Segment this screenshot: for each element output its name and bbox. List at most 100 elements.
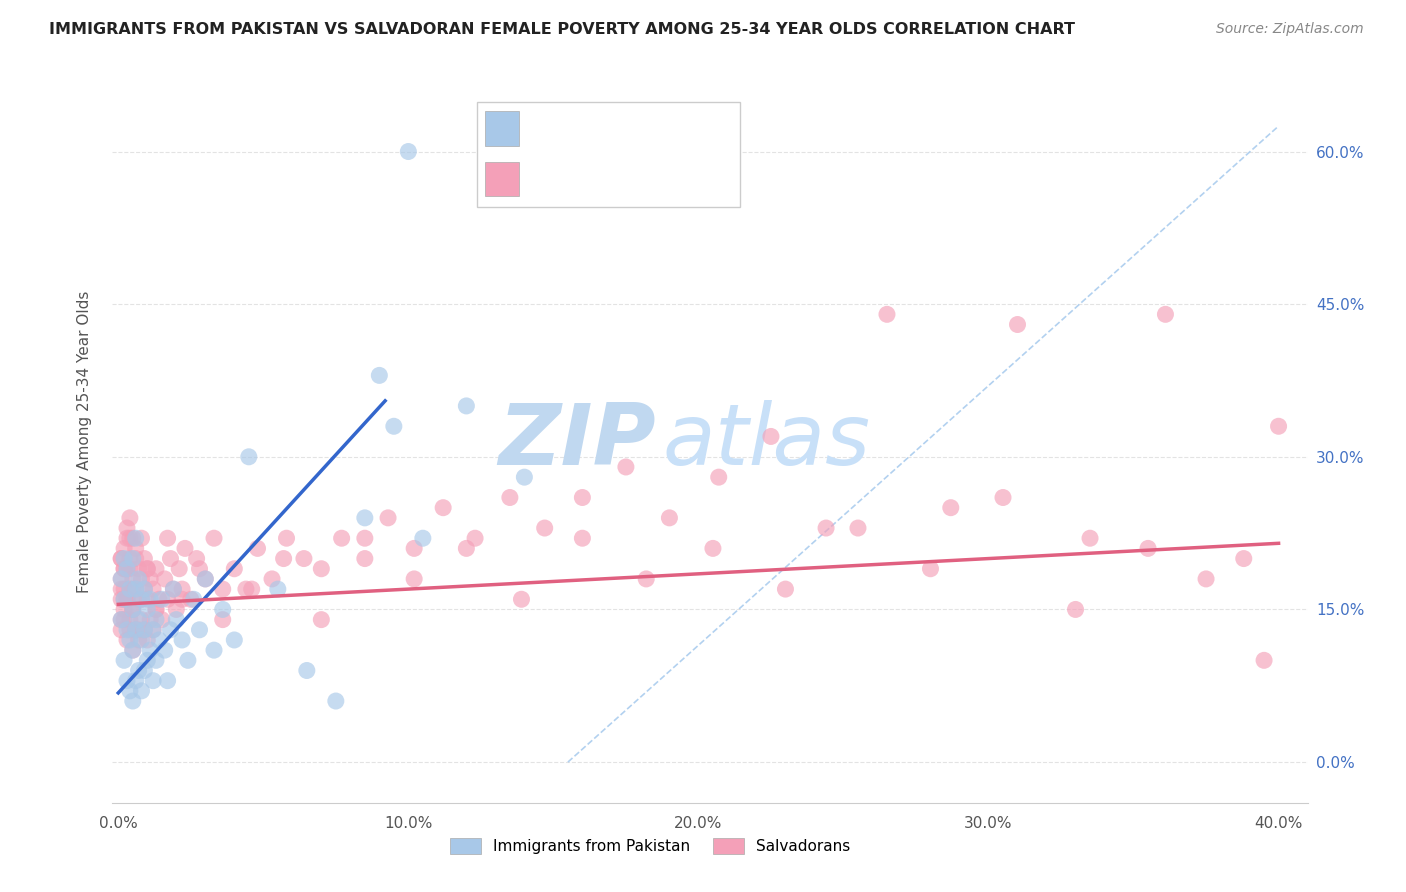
Point	[636, 572, 658, 586]
Point	[396, 145, 419, 159]
Point	[159, 551, 181, 566]
Point	[295, 664, 318, 678]
Point	[513, 470, 536, 484]
Point	[142, 623, 165, 637]
Point	[118, 613, 141, 627]
Y-axis label: Female Poverty Among 25-34 Year Olds: Female Poverty Among 25-34 Year Olds	[77, 291, 91, 592]
Point	[614, 460, 637, 475]
Text: Source: ZipAtlas.com: Source: ZipAtlas.com	[1216, 22, 1364, 37]
Point	[224, 562, 246, 576]
Point	[125, 582, 148, 596]
Point	[991, 491, 1014, 505]
Point	[456, 399, 478, 413]
Point	[156, 592, 179, 607]
Point	[139, 643, 162, 657]
Point	[920, 562, 942, 576]
Point	[142, 582, 165, 596]
Point	[118, 531, 141, 545]
Point	[131, 592, 153, 607]
Point	[353, 551, 375, 566]
Point	[131, 572, 153, 586]
Point	[404, 541, 426, 556]
Point	[432, 500, 454, 515]
Point	[136, 562, 159, 576]
Point	[177, 653, 200, 667]
Point	[112, 613, 135, 627]
Point	[145, 602, 167, 616]
Point	[368, 368, 391, 383]
Point	[876, 307, 898, 321]
Point	[121, 602, 143, 616]
Point	[115, 592, 138, 607]
Point	[115, 562, 138, 576]
Point	[707, 470, 730, 484]
Point	[153, 572, 176, 586]
Point	[1137, 541, 1160, 556]
Point	[121, 572, 143, 586]
Point	[194, 572, 217, 586]
Point	[153, 643, 176, 657]
Point	[1267, 419, 1289, 434]
Point	[115, 562, 138, 576]
Point	[125, 623, 148, 637]
Point	[377, 511, 399, 525]
Point	[131, 613, 153, 627]
Point	[292, 551, 315, 566]
Point	[125, 551, 148, 566]
Point	[118, 623, 141, 637]
Point	[276, 531, 298, 545]
Point	[136, 592, 159, 607]
Point	[125, 531, 148, 545]
Point	[142, 673, 165, 688]
Point	[148, 592, 170, 607]
Point	[121, 551, 143, 566]
Point	[118, 684, 141, 698]
Point	[174, 541, 197, 556]
Text: IMMIGRANTS FROM PAKISTAN VS SALVADORAN FEMALE POVERTY AMONG 25-34 YEAR OLDS CORR: IMMIGRANTS FROM PAKISTAN VS SALVADORAN F…	[49, 22, 1076, 37]
Point	[759, 429, 782, 443]
Point	[112, 582, 135, 596]
Point	[211, 582, 233, 596]
Text: ZIP: ZIP	[499, 400, 657, 483]
Point	[139, 613, 162, 627]
Point	[311, 562, 333, 576]
Point	[148, 632, 170, 647]
Point	[112, 562, 135, 576]
Point	[156, 673, 179, 688]
Point	[115, 521, 138, 535]
Point	[159, 623, 181, 637]
Point	[510, 592, 533, 607]
Point	[188, 562, 211, 576]
Point	[136, 632, 159, 647]
Point	[131, 632, 153, 647]
Point	[139, 572, 162, 586]
Point	[150, 613, 173, 627]
Point	[145, 653, 167, 667]
Point	[162, 582, 184, 596]
Point	[121, 531, 143, 545]
Point	[571, 531, 593, 545]
Point	[115, 592, 138, 607]
Point	[115, 592, 138, 607]
Point	[172, 632, 194, 647]
Point	[165, 602, 187, 616]
Point	[134, 551, 156, 566]
Point	[134, 623, 156, 637]
Point	[238, 450, 260, 464]
Point	[110, 623, 132, 637]
Point	[121, 602, 143, 616]
Point	[112, 592, 135, 607]
Point	[115, 673, 138, 688]
Point	[1007, 318, 1029, 332]
Point	[125, 582, 148, 596]
Point	[145, 613, 167, 627]
Point	[118, 582, 141, 596]
Point	[1233, 551, 1256, 566]
Point	[939, 500, 962, 515]
Point	[165, 613, 187, 627]
Point	[134, 582, 156, 596]
Point	[246, 541, 269, 556]
Point	[167, 562, 190, 576]
Point	[464, 531, 486, 545]
Point	[118, 632, 141, 647]
